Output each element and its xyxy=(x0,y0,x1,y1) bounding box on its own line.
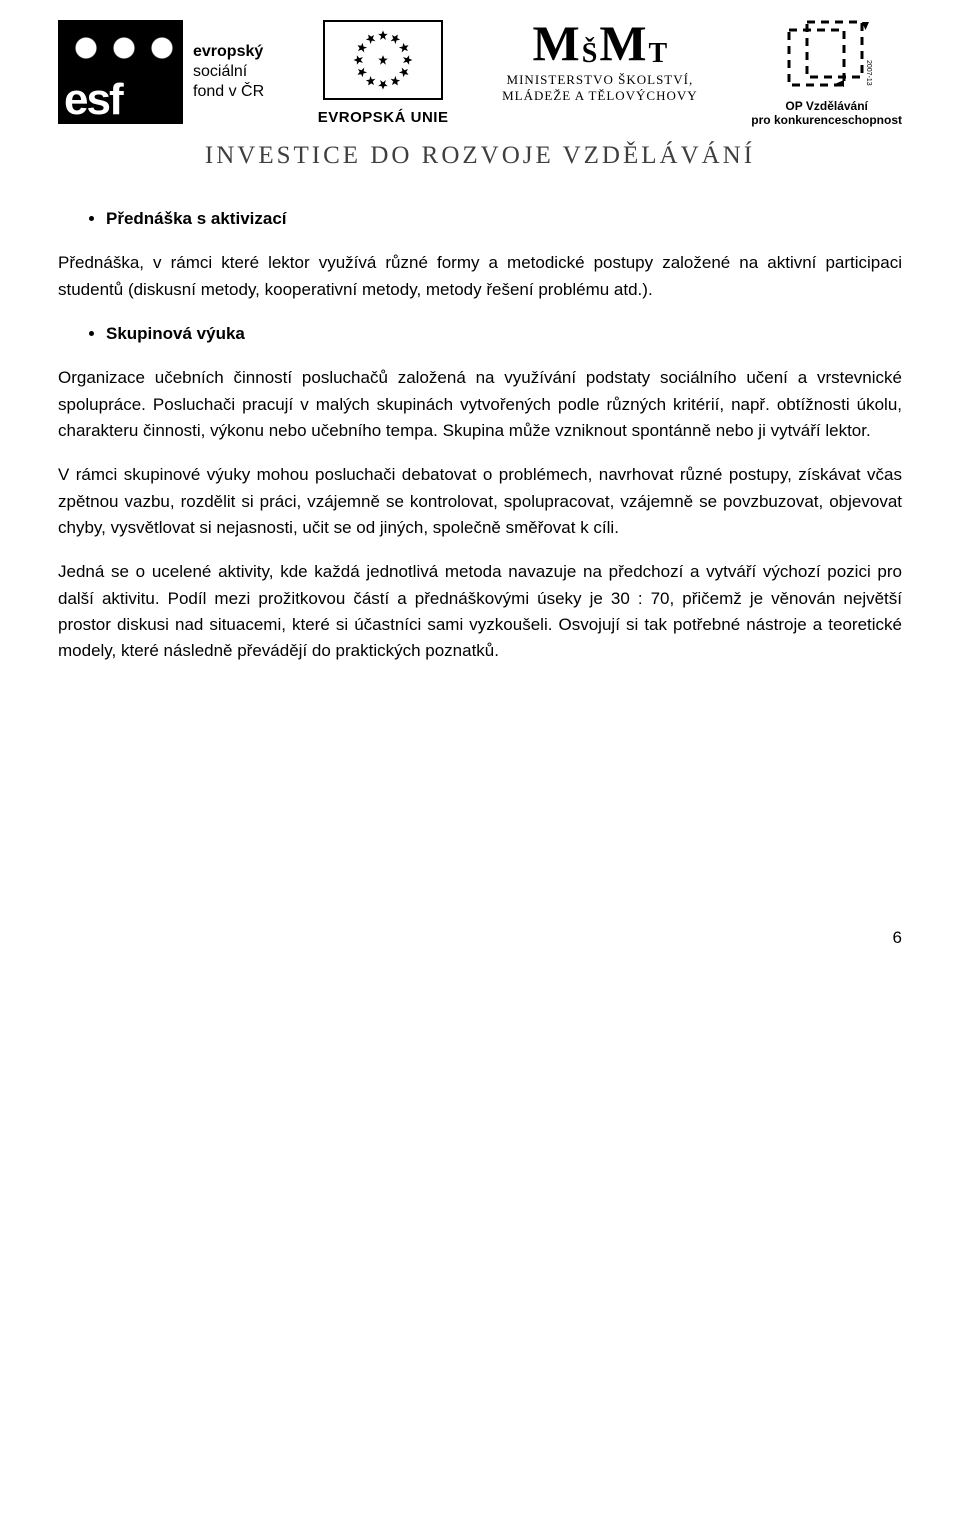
opvk-label-line1: OP Vzdělávání xyxy=(785,99,867,113)
bullet-skupinova: Skupinová výuka xyxy=(106,321,902,347)
esf-logo: esf evropský sociální fond v ČR xyxy=(58,20,264,124)
bullet-list-1: Přednáška s aktivizací xyxy=(58,206,902,232)
esf-label-line1: evropský xyxy=(193,43,263,60)
msmt-label: MINISTERSTVO ŠKOLSTVÍ, MLÁDEŽE A TĚLOVÝC… xyxy=(502,72,698,105)
page-number: 6 xyxy=(58,925,902,951)
bullet-list-2: Skupinová výuka xyxy=(58,321,902,347)
paragraph-4: Jedná se o ucelené aktivity, kde každá j… xyxy=(58,559,902,664)
esf-label-line2: sociální xyxy=(193,63,247,80)
document-body: Přednáška s aktivizací Přednáška, v rámc… xyxy=(58,206,902,665)
paragraph-2: Organizace učebních činností posluchačů … xyxy=(58,365,902,444)
bullet-prednaska: Přednáška s aktivizací xyxy=(106,206,902,232)
msmt-mark-m2: M xyxy=(599,20,646,68)
opvk-label: OP Vzdělávání pro konkurenceschopnost xyxy=(751,99,902,128)
eu-label: EVROPSKÁ UNIE xyxy=(318,106,449,129)
esf-label: evropský sociální fond v ČR xyxy=(193,42,264,102)
msmt-logo: M Š M T MINISTERSTVO ŠKOLSTVÍ, MLÁDEŽE A… xyxy=(502,20,698,104)
esf-mark-text: esf xyxy=(58,80,183,120)
msmt-mark-icon: M Š M T xyxy=(533,20,668,68)
eu-flag-icon xyxy=(323,20,443,100)
svg-text:2007-13: 2007-13 xyxy=(865,60,872,86)
msmt-mark-s1: Š xyxy=(582,41,598,68)
paragraph-3: V rámci skupinové výuky mohou posluchači… xyxy=(58,462,902,541)
msmt-line1: MINISTERSTVO ŠKOLSTVÍ, xyxy=(502,72,698,88)
msmt-mark-m1: M xyxy=(533,20,580,68)
esf-label-line3: fond v ČR xyxy=(193,83,264,100)
paragraph-1: Přednáška, v rámci které lektor využívá … xyxy=(58,250,902,303)
opvk-logo: 2007-13 OP Vzdělávání pro konkurencescho… xyxy=(751,20,902,128)
opvk-mark-icon: 2007-13 xyxy=(779,20,874,95)
header-tagline: INVESTICE DO ROZVOJE VZDĚLÁVÁNÍ xyxy=(58,137,902,176)
eu-logo: EVROPSKÁ UNIE xyxy=(318,20,449,129)
opvk-label-line2: pro konkurenceschopnost xyxy=(751,113,902,127)
msmt-line2: MLÁDEŽE A TĚLOVÝCHOVY xyxy=(502,88,698,104)
header-logo-row: esf evropský sociální fond v ČR xyxy=(58,20,902,129)
msmt-mark-s2: T xyxy=(649,41,668,68)
esf-mark-icon: esf xyxy=(58,20,183,124)
